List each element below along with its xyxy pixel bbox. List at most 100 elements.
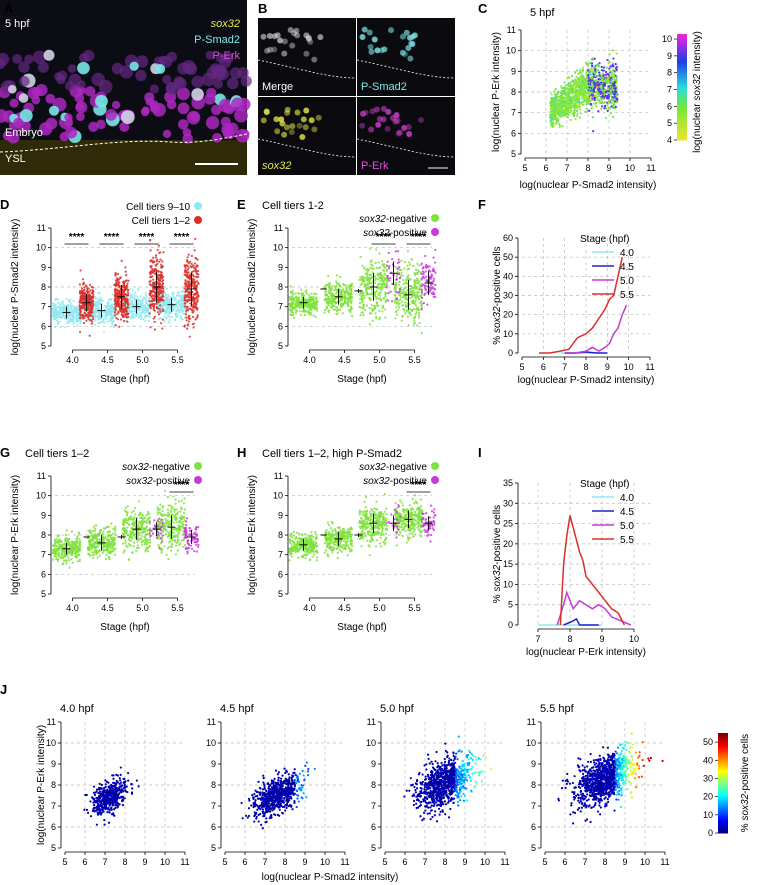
data-point [88,295,91,298]
nucleus [311,126,318,133]
nucleus [95,94,108,108]
data-point [575,85,579,88]
data-point [90,285,93,289]
nucleus [0,109,8,123]
data-point [374,305,377,308]
data-point [590,67,593,71]
data-point [607,85,610,88]
data-point [602,66,606,69]
nucleus [311,56,318,63]
data-point [591,94,595,97]
data-point [394,283,397,286]
data-point [417,298,421,301]
data-point [61,302,64,305]
data-point [601,95,604,98]
data-point [410,309,414,312]
data-point [79,319,82,322]
data-point [185,316,188,319]
data-point [66,320,70,323]
nucleus [96,119,106,130]
nucleus [240,75,252,87]
data-point [126,288,130,291]
data-point [592,69,595,72]
data-point [175,301,178,304]
data-point [346,296,350,300]
data-point [54,303,57,306]
data-point [150,259,153,262]
colorbar-tick-label: 4 [667,135,672,145]
data-point [106,301,109,304]
data-point [553,90,556,93]
data-point [121,298,124,301]
data-point [171,298,174,301]
data-point [556,107,559,110]
nucleus [158,55,168,65]
data-point [130,309,134,312]
data-point [162,299,165,302]
data-point [119,309,122,312]
data-point [82,321,86,325]
data-point [187,323,190,326]
data-point [194,268,197,271]
x-tick-label: 5.0 [136,355,149,365]
data-point [587,76,590,79]
data-point [383,279,386,282]
data-point [584,93,587,96]
data-point [567,81,570,85]
data-point [407,273,410,277]
data-point [126,320,129,323]
data-point [93,315,96,318]
boundary-line [0,133,248,153]
micrograph-a [0,0,252,175]
nucleus [176,87,190,101]
data-point [88,283,92,287]
data-point [183,273,186,276]
y-axis-label: log(nuclear P-Smad2 intensity) [10,219,21,356]
data-point [91,291,94,294]
data-point [381,282,385,285]
legend-label: Cell tiers 1–2 [132,216,191,227]
data-point [588,109,591,112]
data-point [182,289,185,292]
data-point [341,312,344,315]
data-point [124,307,127,310]
nucleus [149,84,159,94]
data-point [582,93,585,96]
nucleus [380,105,387,112]
data-point [612,102,615,105]
data-point [87,317,90,321]
data-point [85,319,88,322]
data-point [119,318,123,321]
data-point [51,314,54,317]
data-point [566,116,569,119]
data-point [381,310,384,313]
data-point [578,116,581,119]
nucleus [317,34,324,41]
nucleus [210,63,221,74]
data-point [126,282,129,285]
data-point [606,101,609,104]
data-point [344,296,347,300]
data-point [594,102,597,105]
data-point [61,308,64,312]
data-point [152,308,155,311]
nucleus [273,116,280,123]
data-point [188,273,192,276]
data-point [365,304,369,307]
data-point [377,286,380,289]
data-point [563,113,567,116]
x-tick-label: 4.5 [101,355,114,365]
data-point [178,299,181,302]
data-point [587,84,590,88]
data-point [119,292,122,296]
data-point [612,105,615,108]
significance-label: **** [104,232,120,243]
data-point [407,324,410,327]
nucleus [75,112,85,121]
data-point [309,311,313,314]
data-point [384,316,387,319]
nucleus [407,55,414,62]
data-point [603,80,606,83]
data-point [124,303,127,306]
data-point [406,250,410,253]
